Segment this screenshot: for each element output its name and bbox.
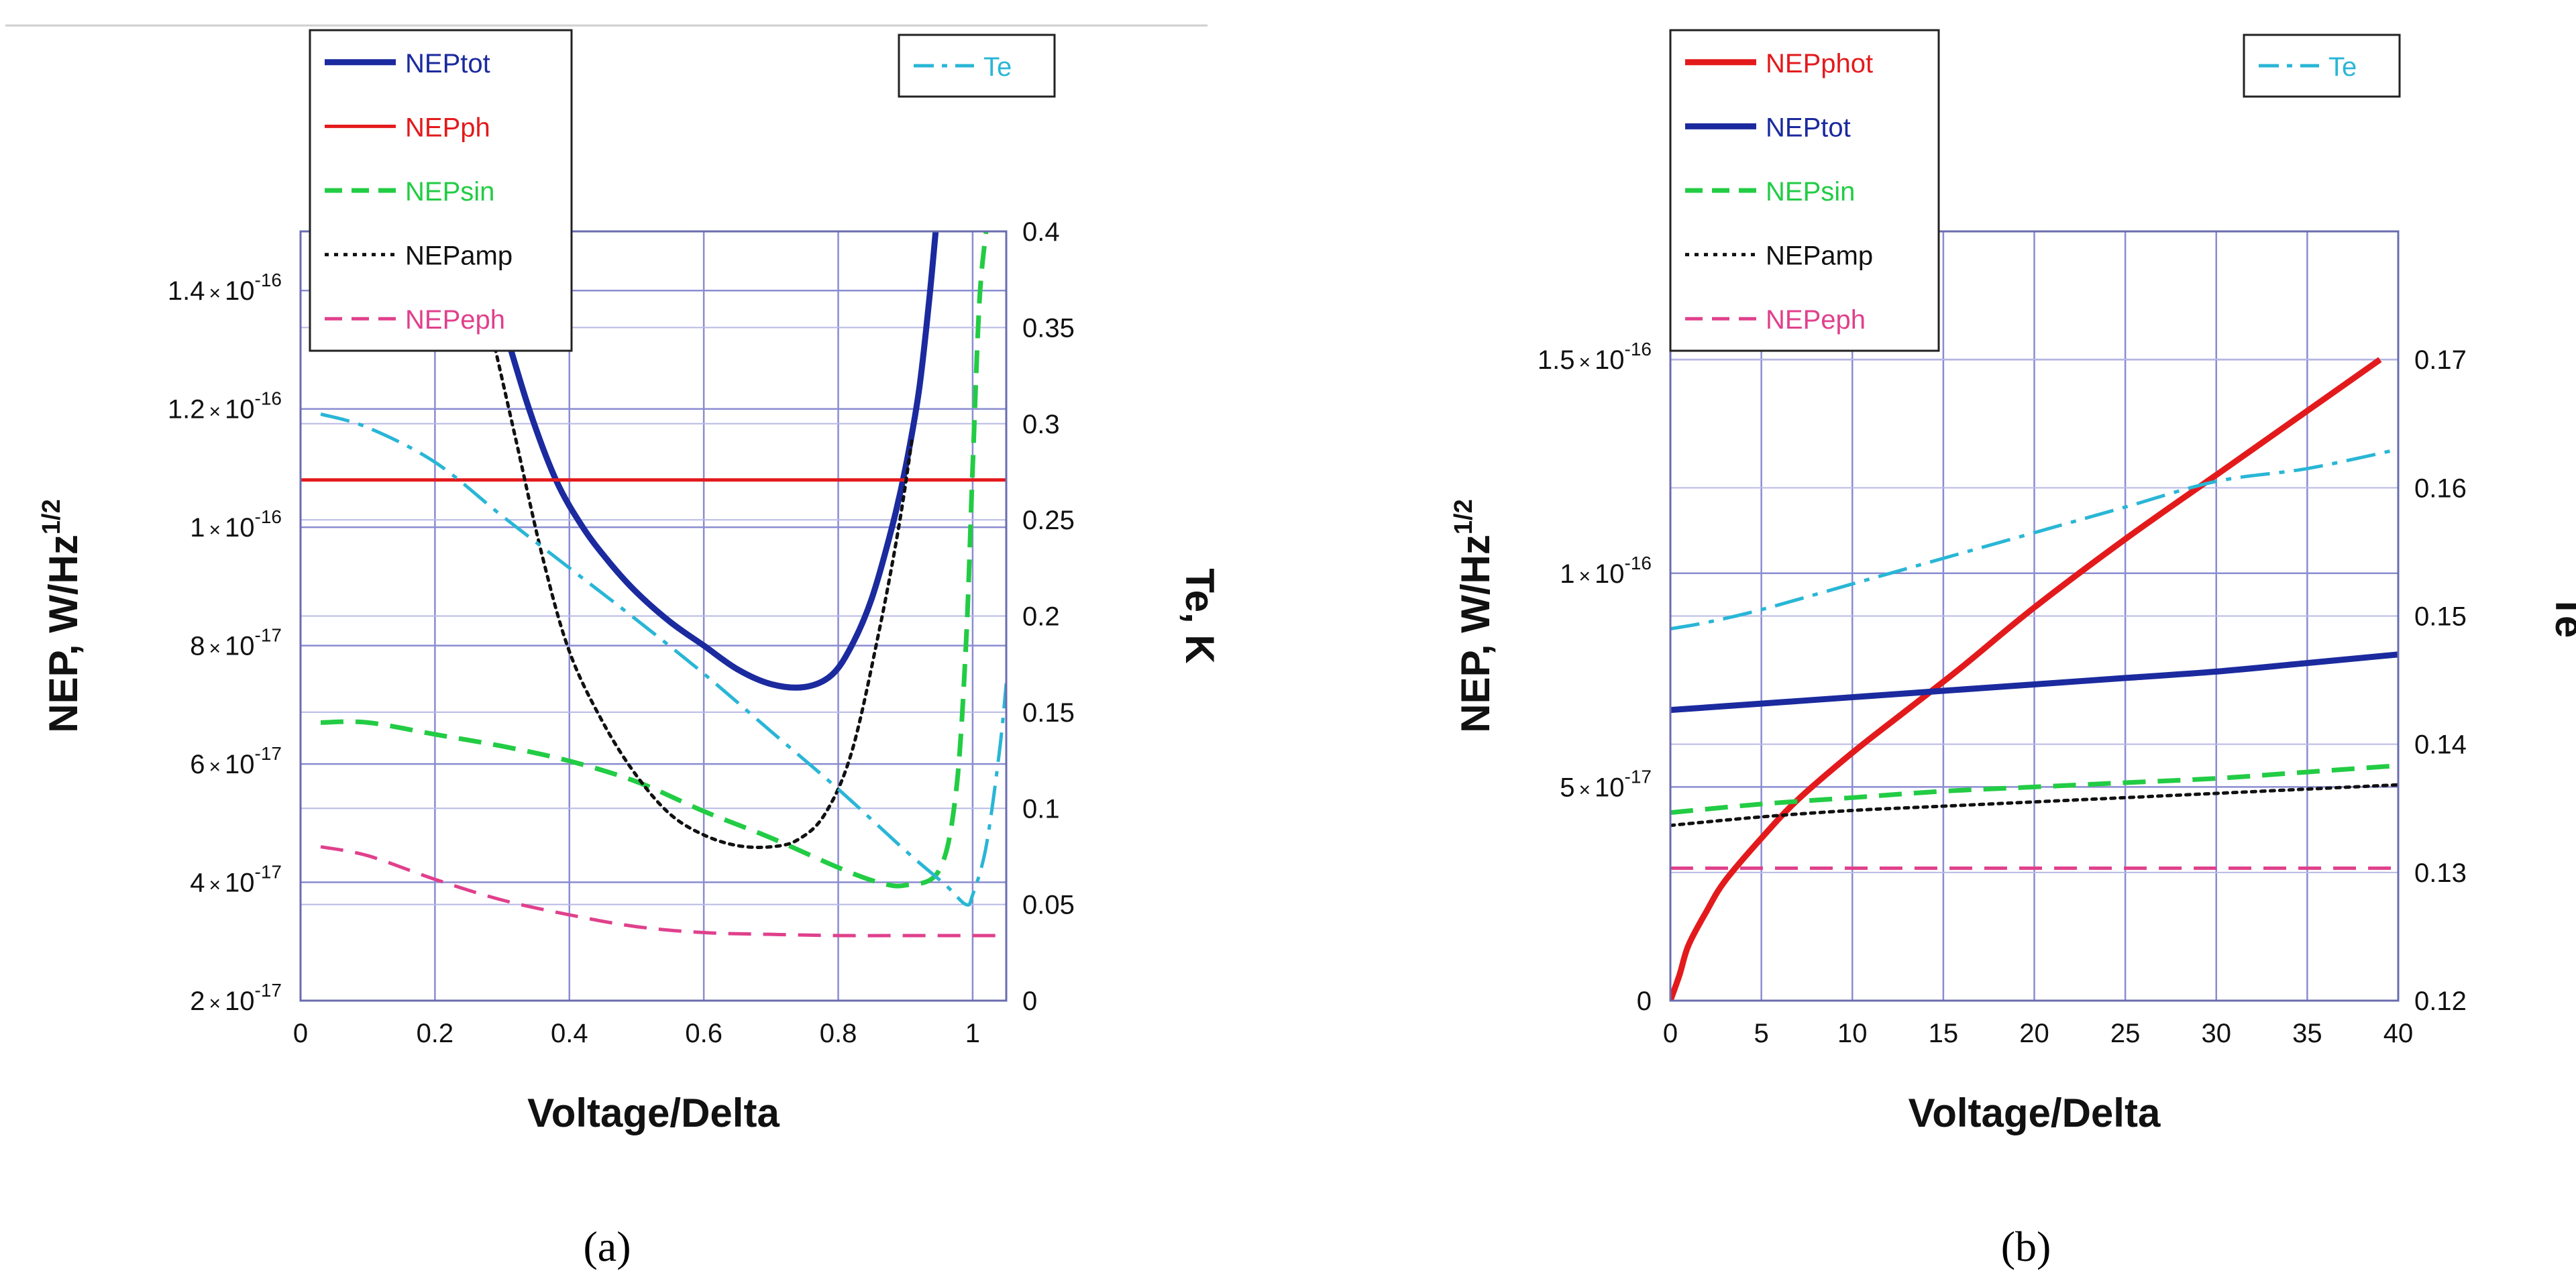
y-tick-label: 1.4 × 10-16	[168, 270, 282, 306]
series-line-neptot	[499, 231, 939, 691]
chart-panel-a: 0 0.2 0.4 0.6 0.8 1 2 × 10-17 4 × 10-17 6 × 10-17 8 × 10-…	[38, 29, 1222, 1135]
x-tick-label: 35	[2292, 1019, 2322, 1048]
y-tick-label: 2 × 10-17	[190, 980, 282, 1016]
y2-axis-label: Te, K	[1177, 568, 1222, 663]
legend-entry-neptot: NEPtot	[405, 49, 490, 78]
x-axis-label: Voltage/Delta	[1909, 1091, 2161, 1135]
legend-entry-te: Te	[2328, 52, 2357, 82]
x-tick-label: 20	[2019, 1019, 2049, 1048]
y-tick-label: 1.2 × 10-16	[168, 388, 282, 425]
x-tick-label: 0	[1663, 1019, 1678, 1048]
y2-tick-label: 0.15	[2414, 602, 2467, 632]
y2-tick-label: 0	[1022, 987, 1037, 1016]
y-tick-label: 1 × 10-16	[1560, 553, 1652, 589]
series-group	[301, 231, 1006, 938]
legend-entry-nepsin: NEPsin	[405, 177, 494, 207]
x-tick-label: 10	[1837, 1019, 1868, 1048]
y2-tick-label: 0.16	[2414, 473, 2467, 503]
series-line-te	[320, 412, 1006, 907]
y-tick-label: 8 × 10-17	[190, 625, 282, 661]
y2-axis-label: Te	[2547, 594, 2576, 638]
y-tick-label: 4 × 10-17	[190, 862, 282, 898]
legend-entry-nepamp: NEPamp	[1766, 241, 1873, 271]
legend-entry-nepph: NEPph	[405, 113, 490, 142]
x-tick-label: 5	[1754, 1019, 1769, 1048]
y-axis-label: NEP, W/Hz1/2	[1450, 499, 1498, 732]
y-axis-label: NEP, W/Hz1/2	[38, 499, 86, 732]
y2-tick-label: 0.3	[1022, 410, 1060, 439]
plot-frame	[299, 230, 1008, 1002]
y-tick-label: 1.5 × 10-16	[1538, 339, 1652, 375]
y2-tick-label: 0.17	[2414, 345, 2467, 375]
legend-right: Te	[2243, 34, 2401, 98]
y2-tick-label: 0.14	[2414, 730, 2467, 760]
series-line-nepamp	[487, 318, 914, 849]
legend-left: NEPtot NEPph NEPsin NEPamp NEPeph	[309, 29, 573, 352]
y2-tick-label: 0.15	[1022, 698, 1075, 728]
legend-right: Te	[898, 34, 1056, 98]
x-tick-label: 0	[293, 1019, 308, 1048]
legend-entry-te: Te	[983, 52, 1012, 82]
x-tick-label: 15	[1929, 1019, 1959, 1048]
x-tick-label: 1	[965, 1019, 980, 1048]
series-line-te	[1670, 447, 2398, 631]
legend-entry-nepphot: NEPphot	[1766, 49, 1873, 78]
y2-tick-label: 0.13	[2414, 858, 2467, 888]
series-line-nepphot	[1670, 357, 2382, 1001]
y2-tick-label: 0.25	[1022, 506, 1075, 535]
series-line-neptot	[1670, 651, 2398, 714]
y-tick-label: 5 × 10-17	[1560, 766, 1652, 802]
series-group	[1670, 357, 2398, 1001]
y-tick-label: 6 × 10-17	[190, 743, 282, 779]
x-tick-label: 0.8	[820, 1019, 857, 1048]
plot-frame	[1669, 230, 2400, 1002]
x-tick-label: 0.4	[551, 1019, 588, 1048]
series-line-nepsin	[321, 231, 989, 889]
y-tick-label: 1 × 10-16	[190, 506, 282, 543]
chart-panel-b: 0 5 10 15 20 25 30 35 40 0 5 × 10-17 1 × 10-16 1.5 × 10-16…	[1450, 29, 2576, 1135]
y2-tick-label: 0.1	[1022, 794, 1060, 824]
y2-tick-label: 0.12	[2414, 987, 2467, 1016]
x-tick-label: 0.2	[417, 1019, 454, 1048]
caption-a: (a)	[583, 1223, 631, 1270]
series-line-nepsin	[1670, 763, 2398, 816]
legend-entry-nepsin: NEPsin	[1766, 177, 1855, 207]
y2-tick-label: 0.4	[1022, 217, 1060, 247]
x-axis-label: Voltage/Delta	[527, 1091, 780, 1135]
x-tick-label: 0.6	[685, 1019, 722, 1048]
legend-entry-neptot: NEPtot	[1766, 113, 1851, 142]
legend-entry-nepeph: NEPeph	[1766, 305, 1866, 335]
x-tick-label: 40	[2383, 1019, 2414, 1048]
y2-tick-label: 0.2	[1022, 602, 1060, 632]
legend-entry-nepamp: NEPamp	[405, 241, 513, 271]
y2-tick-label: 0.05	[1022, 891, 1075, 920]
series-line-nepeph	[320, 845, 1006, 938]
series-line-nepamp	[1670, 783, 2398, 828]
legend-entry-nepeph: NEPeph	[405, 305, 505, 335]
y2-tick-label: 0.35	[1022, 313, 1075, 343]
y-tick-label: 0	[1637, 987, 1652, 1016]
caption-b: (b)	[2001, 1223, 2051, 1270]
legend-left: NEPphot NEPtot NEPsin NEPamp NEPeph	[1669, 29, 1940, 352]
x-tick-label: 30	[2202, 1019, 2232, 1048]
x-tick-label: 25	[2110, 1019, 2141, 1048]
